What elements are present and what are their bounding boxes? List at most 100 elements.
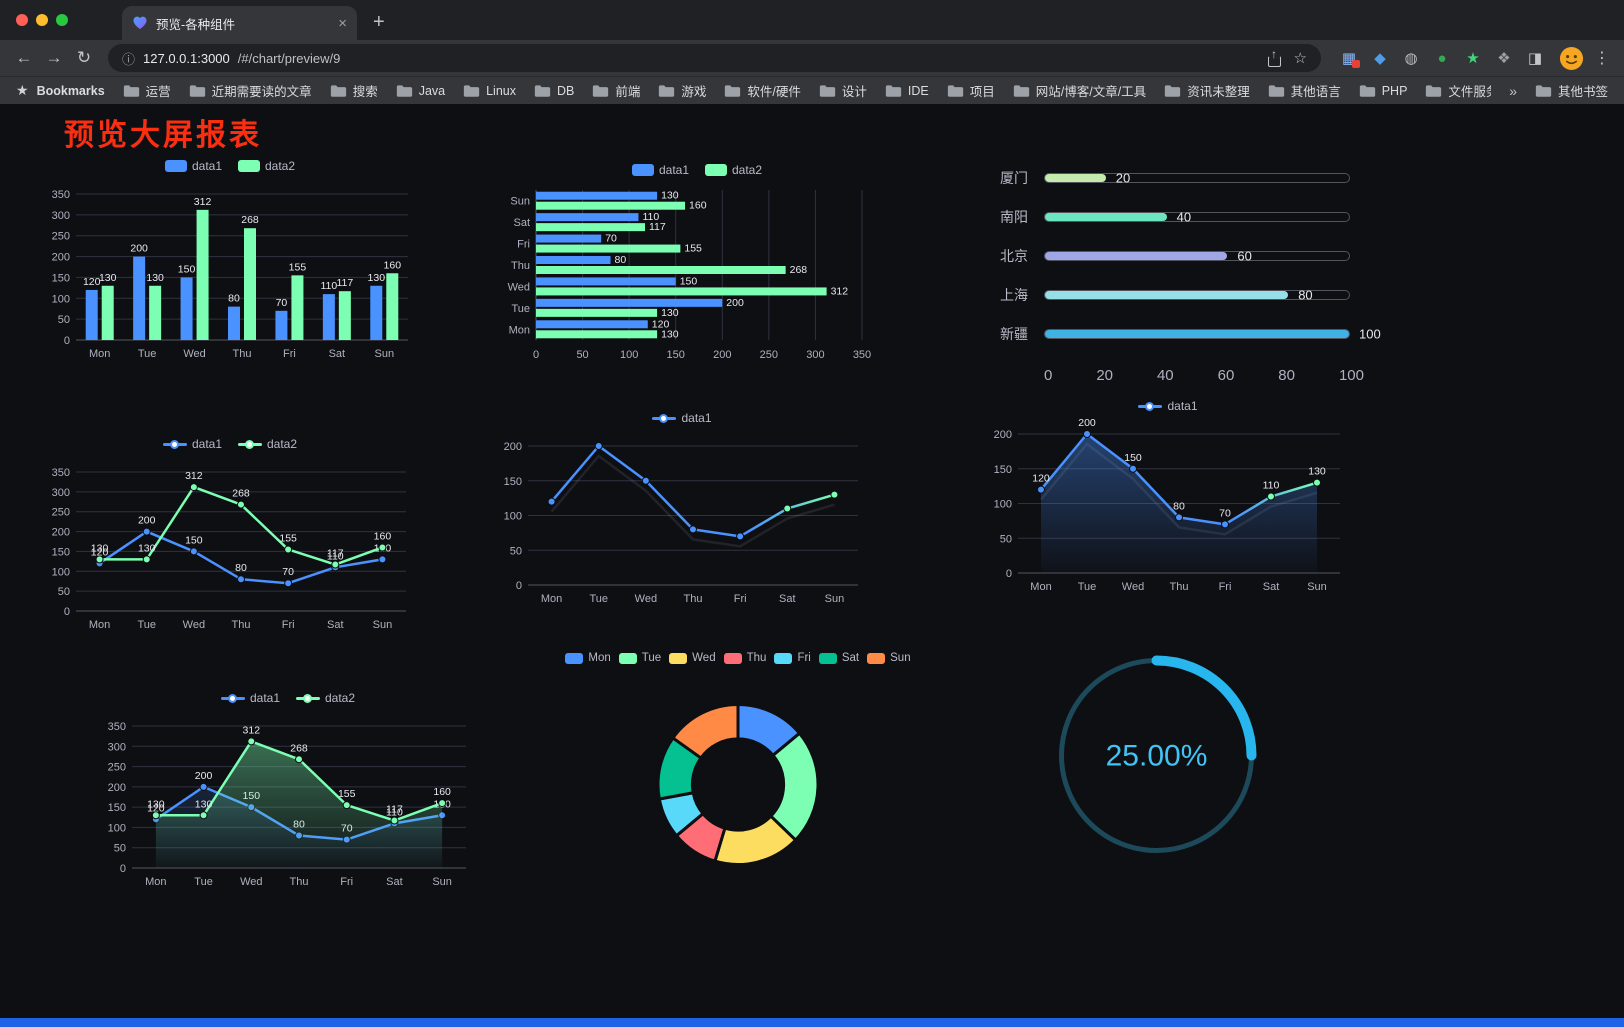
bookmark-item[interactable]: IDE bbox=[885, 84, 929, 98]
legend-item-data2[interactable]: data2 bbox=[296, 691, 355, 705]
svg-text:Wed: Wed bbox=[508, 281, 530, 293]
svg-text:200: 200 bbox=[994, 429, 1012, 441]
legend-item-data2[interactable]: data2 bbox=[238, 159, 295, 173]
bookmark-item[interactable]: 其他语言 bbox=[1268, 81, 1341, 100]
svg-text:130: 130 bbox=[146, 272, 164, 284]
new-tab-button[interactable]: + bbox=[373, 11, 385, 33]
bookmark-item[interactable]: DB bbox=[534, 84, 574, 98]
legend-item-data1[interactable]: data1 bbox=[1138, 399, 1198, 413]
svg-text:268: 268 bbox=[241, 214, 259, 226]
legend-item-mon[interactable]: Mon bbox=[565, 652, 611, 664]
page-info-icon[interactable]: ⓘ bbox=[122, 51, 136, 67]
bookmark-item[interactable]: 项目 bbox=[947, 81, 995, 100]
bookmarks-root-label[interactable]: Bookmarks bbox=[36, 83, 105, 98]
legend-item-sat[interactable]: Sat bbox=[818, 652, 859, 664]
svg-text:50: 50 bbox=[114, 843, 126, 855]
line-two-area-canvas[interactable]: 0 50 100 150 200 250 300 350 Mon Tue Wed Thu Fri Sat S… bbox=[96, 710, 480, 894]
extension-green-circle-icon[interactable]: ● bbox=[1430, 46, 1454, 70]
tab-close-icon[interactable]: × bbox=[338, 14, 347, 32]
bookmark-item[interactable]: 设计 bbox=[819, 81, 867, 100]
bookmark-label: 软件/硬件 bbox=[747, 85, 801, 99]
other-bookmarks[interactable]: 其他书签 bbox=[1535, 81, 1608, 100]
bookmarks-star-icon[interactable]: ★ bbox=[16, 82, 29, 98]
legend-item-data1[interactable]: data1 bbox=[652, 411, 712, 425]
bookmark-item[interactable]: 游戏 bbox=[658, 81, 706, 100]
progress-track: 20 bbox=[1044, 170, 1350, 185]
bookmark-item[interactable]: 搜索 bbox=[330, 81, 378, 100]
pie-slice-sun[interactable] bbox=[671, 703, 740, 760]
reload-icon[interactable]: ↻ bbox=[76, 48, 92, 67]
horizontal-bar-legend: data1 data2 bbox=[498, 158, 896, 182]
close-window-button[interactable] bbox=[16, 14, 28, 26]
bookmark-label: 运营 bbox=[145, 85, 171, 99]
line-two-legend: data1 data2 bbox=[40, 432, 420, 456]
bookmarks-overflow-icon[interactable]: » bbox=[1509, 82, 1517, 99]
legend-item-wed[interactable]: Wed bbox=[669, 652, 716, 664]
horizontal-bar-canvas[interactable]: 0 50 100 150 200 250 300 350 Mon Tue Wed Thu Fri Sat S… bbox=[498, 182, 896, 370]
bookmark-item[interactable]: 资讯未整理 bbox=[1164, 81, 1250, 100]
grouped-bar-canvas[interactable]: 0 50 100 150 200 250 300 350 Mon Tue Wed Thu Fri Sat S… bbox=[40, 178, 420, 366]
gauge-canvas[interactable]: 25.00% bbox=[1040, 648, 1273, 863]
progress-fill bbox=[1045, 290, 1289, 299]
legend-item-thu[interactable]: Thu bbox=[723, 652, 766, 664]
chart-gauge: 25.00% bbox=[1040, 648, 1273, 863]
bookmark-item[interactable]: Linux bbox=[463, 84, 516, 98]
extension-pin-icon[interactable]: ◆ bbox=[1368, 46, 1392, 70]
back-icon[interactable]: ← bbox=[15, 48, 33, 67]
svg-text:100: 100 bbox=[994, 499, 1012, 511]
donut-canvas[interactable] bbox=[552, 670, 924, 891]
axis-tick: 40 bbox=[1156, 367, 1174, 384]
extension-green-star-icon[interactable]: ★ bbox=[1461, 46, 1485, 70]
bookmark-item[interactable]: 前端 bbox=[592, 81, 640, 100]
extension-grid-icon[interactable]: ▦ bbox=[1337, 46, 1361, 70]
legend-item-data1[interactable]: data1 bbox=[220, 691, 280, 705]
legend-item-fri[interactable]: Fri bbox=[774, 652, 811, 664]
legend-item-tue[interactable]: Tue bbox=[618, 652, 662, 664]
bookmark-star-icon[interactable]: ☆ bbox=[1293, 50, 1307, 67]
legend-item-data1[interactable]: data1 bbox=[631, 163, 689, 177]
bookmark-item[interactable]: 软件/硬件 bbox=[724, 81, 801, 100]
progress-label: 上海 bbox=[1000, 286, 1028, 303]
maximize-window-button[interactable] bbox=[56, 14, 68, 26]
forward-icon[interactable]: → bbox=[45, 48, 63, 67]
legend-marker bbox=[652, 412, 677, 424]
bookmark-item[interactable]: PHP bbox=[1359, 84, 1407, 98]
extensions-area: ▦ ◆ ◍ ● ★ ❖ ◨ bbox=[1331, 46, 1553, 70]
browser-menu-icon[interactable]: ⋮ bbox=[1594, 50, 1610, 67]
svg-text:Wed: Wed bbox=[1122, 581, 1144, 593]
legend-item-data2[interactable]: data2 bbox=[238, 437, 297, 451]
browser-tab[interactable]: 预览-各种组件 × bbox=[122, 6, 357, 40]
bookmark-item[interactable]: Java bbox=[396, 84, 445, 98]
address-bar[interactable]: ⓘ 127.0.0.1:3000 /#/chart/preview/9 ↑ ☆ bbox=[108, 44, 1321, 72]
bookmark-item[interactable]: 运营 bbox=[123, 81, 171, 100]
line-area-canvas[interactable]: 0 50 100 150 200 Mon Tue Wed Thu Fri Sat Sun 120 200 1… bbox=[982, 417, 1354, 599]
extension-split-square-icon[interactable]: ◨ bbox=[1523, 46, 1547, 70]
svg-text:130: 130 bbox=[147, 798, 165, 810]
svg-text:Thu: Thu bbox=[290, 876, 309, 888]
extension-dark-circle-icon[interactable]: ◍ bbox=[1399, 46, 1423, 70]
folder-icon bbox=[1268, 84, 1284, 97]
legend-label: Wed bbox=[692, 652, 716, 664]
legend-item-data2[interactable]: data2 bbox=[705, 163, 762, 177]
progress-row: 南阳 40 bbox=[1000, 197, 1378, 236]
minimize-window-button[interactable] bbox=[36, 14, 48, 26]
svg-text:70: 70 bbox=[276, 297, 288, 309]
svg-text:250: 250 bbox=[108, 762, 126, 774]
bookmark-item[interactable]: 文件服务器 bbox=[1425, 81, 1491, 100]
legend-label: Tue bbox=[641, 652, 662, 664]
legend-item-data1[interactable]: data1 bbox=[162, 437, 222, 451]
legend-item-sun[interactable]: Sun bbox=[867, 652, 911, 664]
progress-value: 80 bbox=[1298, 287, 1313, 302]
page-title: 预览大屏报表 bbox=[64, 119, 262, 152]
bookmark-item[interactable]: 近期需要读的文章 bbox=[189, 81, 312, 100]
line-gradient-legend: data1 bbox=[492, 406, 872, 430]
profile-avatar[interactable] bbox=[1559, 46, 1584, 71]
legend-item-data1[interactable]: data1 bbox=[164, 159, 222, 173]
line-two-canvas[interactable]: 0 50 100 150 200 250 300 350 Mon Tue Wed Thu Fri Sat S… bbox=[40, 456, 420, 637]
bookmark-item[interactable]: 网站/博客/文章/工具 bbox=[1013, 81, 1146, 100]
svg-text:200: 200 bbox=[138, 515, 156, 527]
share-icon[interactable]: ↑ bbox=[1267, 47, 1282, 67]
line-gradient-canvas[interactable]: 0 50 100 150 200 Mon Tue Wed Thu Fri Sat Sun bbox=[492, 430, 872, 611]
extension-puzzle-icon[interactable]: ❖ bbox=[1492, 46, 1516, 70]
